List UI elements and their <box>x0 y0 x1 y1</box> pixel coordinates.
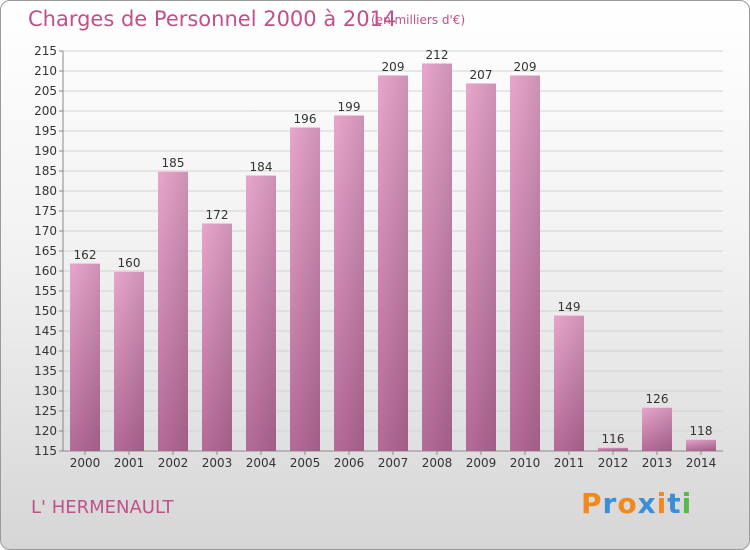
logo-letter: o <box>617 487 638 520</box>
y-tick-label: 205 <box>34 84 57 98</box>
bar-shade <box>466 83 496 451</box>
bar-shade <box>158 171 188 451</box>
bar-shade <box>510 75 540 451</box>
bar-shade <box>422 63 452 451</box>
y-tick-label: 195 <box>34 124 57 138</box>
x-tick-label: 2006 <box>334 456 365 470</box>
chart-subtitle: (en milliers d'€) <box>371 13 466 27</box>
logo-letter: P <box>581 487 603 520</box>
y-tick-label: 130 <box>34 384 57 398</box>
y-tick-label: 155 <box>34 284 57 298</box>
data-label: 126 <box>646 392 669 406</box>
bar-shade <box>70 263 100 451</box>
y-tick-label: 120 <box>34 424 57 438</box>
data-label: 149 <box>558 300 581 314</box>
x-tick-label: 2011 <box>554 456 585 470</box>
x-tick-label: 2001 <box>114 456 145 470</box>
proxiti-logo: Proxiti <box>581 487 692 520</box>
bar-shade <box>378 75 408 451</box>
logo-letter: x <box>637 487 657 520</box>
x-tick-label: 2013 <box>642 456 673 470</box>
bar-shade <box>554 315 584 451</box>
logo-letter: t <box>667 487 682 520</box>
x-tick-label: 2002 <box>158 456 189 470</box>
x-tick-label: 2014 <box>686 456 717 470</box>
data-label: 118 <box>690 424 713 438</box>
x-tick-label: 2009 <box>466 456 497 470</box>
x-tick-label: 2004 <box>246 456 277 470</box>
chart-title: Charges de Personnel 2000 à 2014 <box>28 7 397 31</box>
x-tick-label: 2010 <box>510 456 541 470</box>
data-label: 160 <box>118 256 141 270</box>
y-tick-label: 150 <box>34 304 57 318</box>
y-tick-label: 175 <box>34 204 57 218</box>
y-tick-label: 185 <box>34 164 57 178</box>
data-label: 116 <box>602 432 625 446</box>
data-label: 185 <box>162 156 185 170</box>
x-tick-label: 2003 <box>202 456 233 470</box>
bar-shade <box>202 223 232 451</box>
data-label: 212 <box>426 48 449 62</box>
y-tick-label: 210 <box>34 64 57 78</box>
bar-shade <box>246 175 276 451</box>
bar-shade <box>114 271 144 451</box>
bar-shade <box>334 115 364 451</box>
data-label: 199 <box>338 100 361 114</box>
logo-letter: r <box>602 487 618 520</box>
x-tick-label: 2000 <box>70 456 101 470</box>
y-tick-label: 145 <box>34 324 57 338</box>
logo-letter: i <box>656 487 668 520</box>
logo-letter: i <box>681 487 693 520</box>
bar-shade <box>290 127 320 451</box>
data-label: 196 <box>294 112 317 126</box>
y-tick-label: 190 <box>34 144 57 158</box>
bar-shade <box>686 439 716 451</box>
y-tick-label: 200 <box>34 104 57 118</box>
x-tick-label: 2008 <box>422 456 453 470</box>
bar-shade <box>642 407 672 451</box>
y-tick-label: 180 <box>34 184 57 198</box>
bar-shade <box>598 447 628 451</box>
y-tick-label: 140 <box>34 344 57 358</box>
y-tick-label: 135 <box>34 364 57 378</box>
data-label: 162 <box>74 248 97 262</box>
y-tick-label: 215 <box>34 44 57 58</box>
x-tick-label: 2007 <box>378 456 409 470</box>
data-label: 209 <box>514 60 537 74</box>
y-tick-label: 125 <box>34 404 57 418</box>
y-tick-label: 160 <box>34 264 57 278</box>
commune-name: L' HERMENAULT <box>31 497 174 518</box>
data-label: 184 <box>250 160 273 174</box>
data-label: 209 <box>382 60 405 74</box>
data-label: 172 <box>206 208 229 222</box>
y-tick-label: 115 <box>34 444 57 458</box>
data-label: 207 <box>470 68 493 82</box>
y-tick-label: 170 <box>34 224 57 238</box>
x-tick-label: 2012 <box>598 456 629 470</box>
y-tick-label: 165 <box>34 244 57 258</box>
x-tick-label: 2005 <box>290 456 321 470</box>
